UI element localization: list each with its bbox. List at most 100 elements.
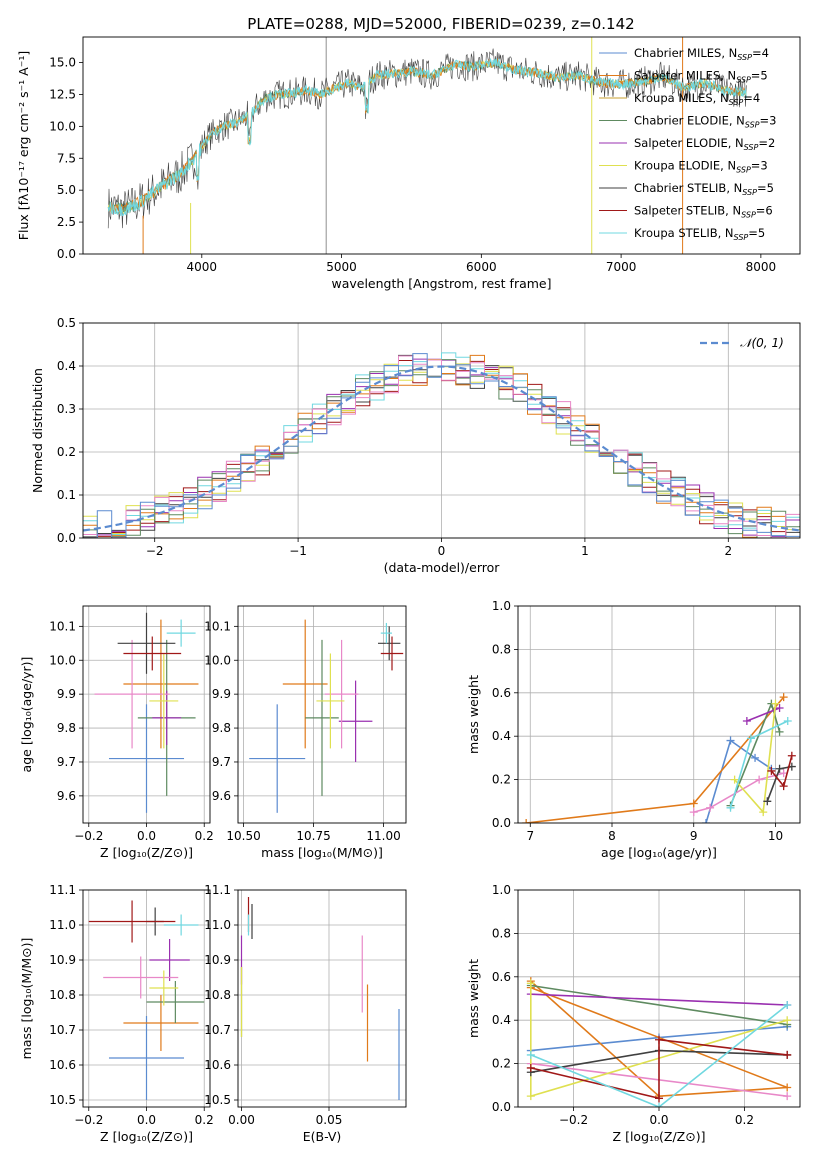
y-tick-label: 7.5	[57, 151, 76, 165]
figure-title: PLATE=0288, MJD=52000, FIBERID=0239, z=0…	[247, 15, 634, 33]
y-tick-label: 0.3	[57, 402, 76, 416]
x-tick-label: 0.0	[649, 1113, 668, 1127]
axes-frame	[82, 605, 211, 824]
y-tick-label: 10.7	[49, 1023, 76, 1037]
spectrum-line	[107, 57, 747, 217]
x-axis-label: Z [log₁₀(Z/Z⊙)]	[613, 1129, 706, 1144]
x-tick-label: 8000	[746, 260, 777, 274]
mass-weight-point	[783, 1016, 792, 1025]
legend-entry: Kroupa ELODIE, NSSP=3	[634, 159, 768, 175]
y-tick-label: 2.5	[57, 215, 76, 229]
mass-weight-point	[775, 703, 784, 712]
spectrum-line	[107, 48, 747, 229]
y-tick-label: 9.8	[57, 721, 76, 735]
massweight_vs_age-marks	[522, 693, 796, 823]
spectrum-legend: Chabrier MILES, NSSP=4 Salpeter MILES, NS…	[599, 46, 776, 242]
mass-weight-point	[689, 799, 698, 808]
y-tick-label: 12.5	[49, 87, 76, 101]
y-axis-label: mass weight	[466, 675, 481, 754]
mass-weight-point	[526, 1092, 535, 1101]
mass-weight-point	[763, 797, 772, 806]
y-tick-label: 9.8	[212, 721, 231, 735]
y-tick-label: 1.0	[492, 599, 511, 613]
x-tick-label: −1	[289, 544, 307, 558]
mass-weight-line	[530, 984, 788, 1026]
y-tick-label: 1.0	[492, 883, 511, 897]
y-tick-label: 11.0	[49, 918, 76, 932]
y-tick-label: 0.8	[492, 642, 511, 656]
y-tick-label: 10.5	[204, 1093, 231, 1107]
legend-entry: Chabrier STELIB, NSSP=5	[634, 181, 774, 197]
mass-weight-line	[530, 1038, 788, 1100]
y-tick-label: 10.0	[49, 119, 76, 133]
mass-weight-point	[706, 803, 715, 812]
mass-weight-point	[755, 775, 764, 784]
x-tick-label: 5000	[326, 260, 357, 274]
y-tick-label: 11.0	[204, 918, 231, 932]
y-tick-label: 10.9	[49, 953, 76, 967]
y-axis-label: mass weight	[466, 959, 481, 1038]
histogram-legend: 𝒩(0, 1)	[700, 336, 784, 350]
mass-weight-point	[655, 1035, 663, 1044]
mass-weight-line	[530, 1004, 788, 1107]
axes-frame	[237, 605, 407, 824]
legend-entry: Kroupa STELIB, NSSP=5	[634, 226, 765, 242]
x-tick-label: 10	[768, 829, 783, 843]
y-tick-label: 0.2	[492, 1057, 511, 1071]
y-tick-label: 10.8	[204, 988, 231, 1002]
legend-entry: Kroupa MILES, NSSP=4	[634, 91, 760, 107]
y-tick-label: 9.6	[212, 789, 231, 803]
mass-weight-point	[771, 699, 780, 708]
mass-weight-point	[730, 775, 739, 784]
mass-weight-point	[787, 751, 796, 760]
x-tick-label: −0.2	[74, 829, 103, 843]
x-tick-label: 1	[581, 544, 589, 558]
mass-weight-point	[526, 1063, 535, 1072]
axes-frame	[517, 889, 801, 1108]
x-tick-label: 10.75	[296, 829, 330, 843]
y-tick-label: 10.0	[204, 653, 231, 667]
mass_vs_ebv-marks	[240, 897, 400, 1100]
legend-entry: 𝒩(0, 1)	[740, 336, 784, 350]
x-tick-label: 6000	[466, 260, 497, 274]
y-axis-label: Normed distribution	[30, 368, 45, 493]
y-tick-label: 0.6	[492, 686, 511, 700]
mass_vs_ebv-panel: 0.00 0.05 10.5 10.6 10.7 10.8 10.9 11.0 11.1 E(B-…	[204, 883, 407, 1144]
x-tick-label: 11.00	[366, 829, 400, 843]
mass-weight-point	[689, 808, 698, 817]
axes-frame	[517, 605, 801, 824]
y-tick-label: 0.6	[492, 970, 511, 984]
x-axis-label: E(B-V)	[303, 1129, 342, 1144]
mass-weight-point	[783, 1050, 792, 1059]
y-axis-label: Flux [fλ10⁻¹⁷ erg cm⁻² s⁻¹ A⁻¹]	[16, 51, 31, 240]
massweight_vs_Z-panel: −0.2 0.0 0.2 0.0 0.2 0.4 0.6 0.8 1.0 Z [log₁₀(Z/Z…	[466, 883, 801, 1144]
legend-entry: Salpeter MILES, NSSP=5	[634, 69, 768, 85]
y-tick-label: 10.1	[204, 619, 231, 633]
mass-weight-point	[751, 753, 760, 762]
x-tick-label: 0.0	[137, 829, 156, 843]
x-tick-label: 7000	[606, 260, 637, 274]
x-axis-label: mass [log₁₀(M/M⊙)]	[261, 845, 383, 860]
y-tick-label: 0.2	[57, 445, 76, 459]
x-tick-label: 7	[526, 829, 534, 843]
legend-entry: Chabrier ELODIE, NSSP=3	[634, 114, 776, 130]
x-tick-label: 9	[690, 829, 698, 843]
mass-weight-point	[746, 734, 755, 743]
x-tick-label: 0	[438, 544, 446, 558]
y-tick-label: 9.9	[57, 687, 76, 701]
mass-weight-point	[783, 1083, 792, 1092]
y-tick-label: 9.7	[57, 755, 76, 769]
mass_vs_Z-panel: −0.2 0.0 0.2 10.5 10.6 10.7 10.8 10.9 11.0 11.1 Z …	[19, 883, 214, 1144]
y-tick-label: 0.1	[57, 488, 76, 502]
x-tick-label: −0.2	[559, 1113, 588, 1127]
y-tick-label: 10.8	[49, 988, 76, 1002]
x-tick-label: 4000	[187, 260, 218, 274]
y-tick-label: 9.9	[212, 687, 231, 701]
y-tick-label: 0.0	[57, 247, 76, 261]
normal-curve	[83, 365, 800, 532]
massweight_vs_Z-marks	[526, 977, 792, 1107]
y-tick-label: 10.5	[49, 1093, 76, 1107]
axes-frame	[237, 889, 407, 1108]
y-axis-label: age [log₁₀(age/yr)]	[19, 657, 34, 773]
mass-weight-point	[779, 769, 788, 778]
